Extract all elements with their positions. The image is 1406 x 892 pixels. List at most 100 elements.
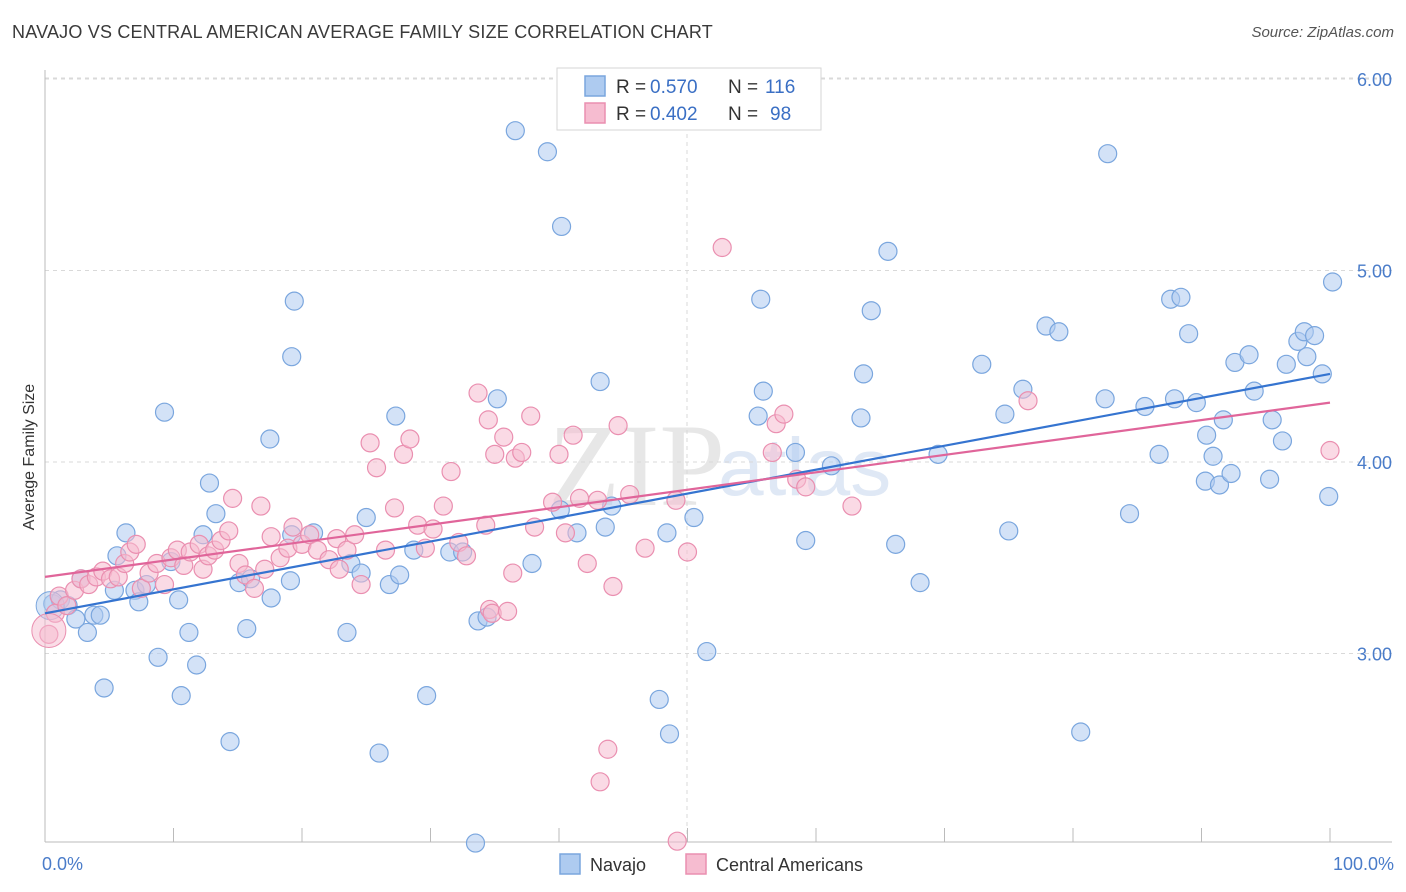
legend-n-value-navajo: 116	[765, 77, 795, 98]
navajo-point	[90, 605, 110, 625]
central-americans-point	[549, 444, 569, 464]
navajo-point	[999, 521, 1019, 541]
bottom-legend-navajo: Navajo	[590, 855, 646, 875]
central-americans-point	[598, 739, 618, 759]
central-americans-point	[219, 521, 239, 541]
central-americans-point	[1320, 440, 1340, 461]
legend-r-value-central-americans: 0.402	[650, 104, 698, 125]
navajo-point	[748, 406, 768, 426]
central-americans-point	[283, 517, 303, 537]
navajo-point	[179, 622, 199, 643]
x-tick-label: 100.0%	[1333, 854, 1394, 874]
central-americans-point	[433, 496, 453, 516]
central-americans-point	[512, 442, 532, 463]
navajo-trend-line	[44, 372, 1331, 615]
source-label: Source: ZipAtlas.com	[1251, 24, 1394, 41]
central-americans-point	[223, 488, 243, 508]
navajo-point	[337, 622, 357, 643]
navajo-point	[1322, 272, 1343, 292]
central-americans-point	[555, 523, 576, 543]
navajo-point	[1119, 504, 1140, 524]
navajo-point	[187, 655, 207, 675]
central-americans-point	[521, 406, 541, 426]
navajo-point	[1095, 389, 1115, 409]
navajo-point	[751, 289, 771, 309]
navajo-point	[171, 686, 191, 706]
navajo-point	[1239, 345, 1259, 365]
navajo-point	[148, 647, 168, 667]
navajo-point	[369, 743, 389, 763]
trend-lines	[44, 372, 1331, 615]
legend-swatch-navajo	[584, 75, 606, 97]
tick-labels: 3.00 4.00 5.00 6.00 0.0% 100.0%	[42, 70, 1394, 874]
navajo-point	[260, 429, 280, 449]
navajo-point	[1179, 324, 1199, 344]
navajo-point	[261, 588, 281, 608]
central-americans-point	[400, 429, 420, 449]
navajo-point	[1171, 287, 1191, 307]
legend-r-label-navajo: R =	[616, 77, 646, 98]
navajo-point	[1149, 444, 1169, 464]
central-americans-point	[503, 563, 523, 583]
central-americans-point	[1018, 391, 1038, 411]
navajo-point	[417, 686, 437, 706]
navajo-point	[1272, 431, 1293, 451]
navajo-point	[1297, 347, 1317, 367]
central-americans-point	[154, 574, 175, 595]
navajo-point	[199, 473, 220, 493]
y-tick-label: 5.00	[1357, 262, 1392, 282]
navajo-point	[220, 731, 240, 752]
navajo-point	[1203, 446, 1223, 466]
navajo-point	[1049, 322, 1069, 342]
navajo-point	[595, 517, 615, 537]
navajo-point	[465, 833, 486, 853]
central-americans-point	[494, 427, 514, 447]
navajo-point	[1244, 381, 1264, 401]
navajo-point	[972, 354, 992, 374]
navajo-point	[785, 442, 806, 463]
legend: R = 0.570 N = 116 R = 0.402 N = 98	[556, 67, 822, 131]
navajo-point	[684, 507, 704, 528]
central-americans-point	[667, 831, 687, 851]
navajo-point	[1304, 326, 1325, 346]
navajo-point	[1312, 364, 1332, 384]
navajo-point	[1260, 469, 1280, 489]
navajo-point	[1221, 463, 1241, 484]
y-tick-label: 3.00	[1357, 645, 1392, 665]
central-americans-point	[244, 578, 265, 598]
navajo-point	[551, 216, 572, 237]
central-americans-point	[563, 425, 583, 445]
legend-n-label-navajo: N =	[728, 77, 758, 98]
central-americans-point	[774, 404, 794, 424]
central-americans-point	[603, 576, 623, 597]
navajo-point	[1262, 410, 1282, 430]
navajo-point	[1186, 393, 1206, 413]
bottom-legend-central-americans: Central Americans	[716, 855, 863, 875]
bottom-legend-swatch-navajo	[559, 853, 581, 875]
navajo-point	[522, 553, 542, 574]
central-americans-point	[590, 772, 610, 792]
central-americans-point	[366, 458, 387, 478]
legend-n-value-central-americans: 98	[770, 104, 791, 125]
navajo-point	[390, 565, 410, 585]
navajo-point	[280, 571, 301, 591]
navajo-point	[505, 121, 525, 141]
y-axis-label: Average Family Size	[21, 384, 38, 531]
central-americans-point-large	[31, 613, 67, 649]
central-americans-point	[351, 574, 371, 595]
navajo-point	[154, 402, 175, 422]
navajo-point	[356, 507, 376, 528]
central-americans-point	[620, 484, 640, 505]
axes	[44, 70, 1392, 843]
navajo-point	[910, 573, 930, 593]
navajo-point	[537, 142, 558, 162]
central-americans-point	[796, 477, 816, 497]
navajo-point	[878, 241, 898, 261]
navajo-point	[796, 530, 816, 551]
bottom-legend-swatch-central-americans	[685, 853, 707, 875]
central-americans-point	[468, 383, 488, 403]
navajo-point	[657, 523, 677, 543]
central-americans-point	[485, 444, 505, 464]
central-americans-point	[360, 433, 380, 453]
